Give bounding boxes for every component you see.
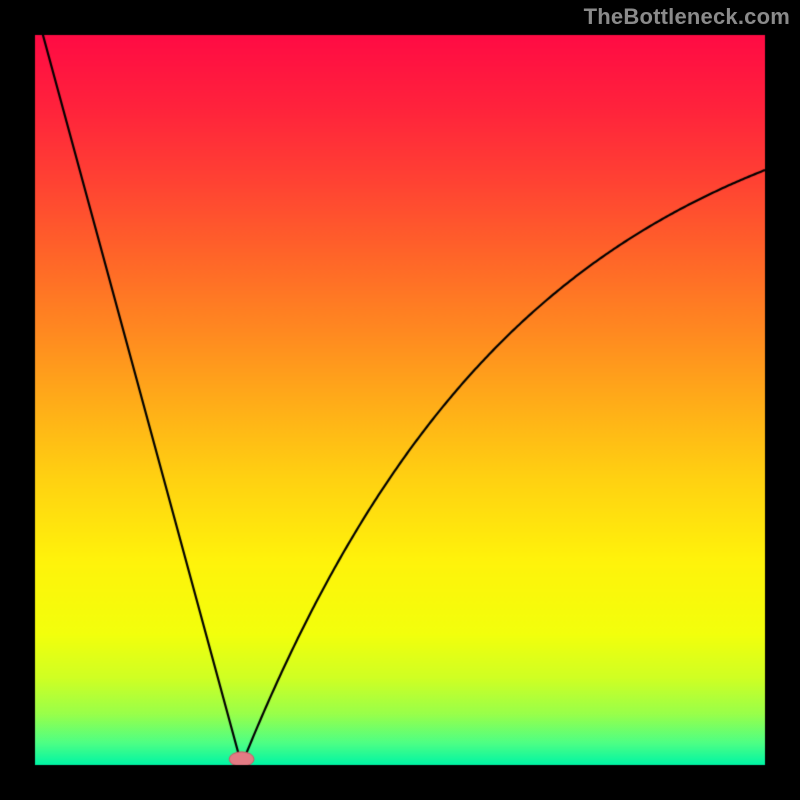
bottleneck-chart-canvas xyxy=(0,0,800,800)
chart-stage: TheBottleneck.com xyxy=(0,0,800,800)
